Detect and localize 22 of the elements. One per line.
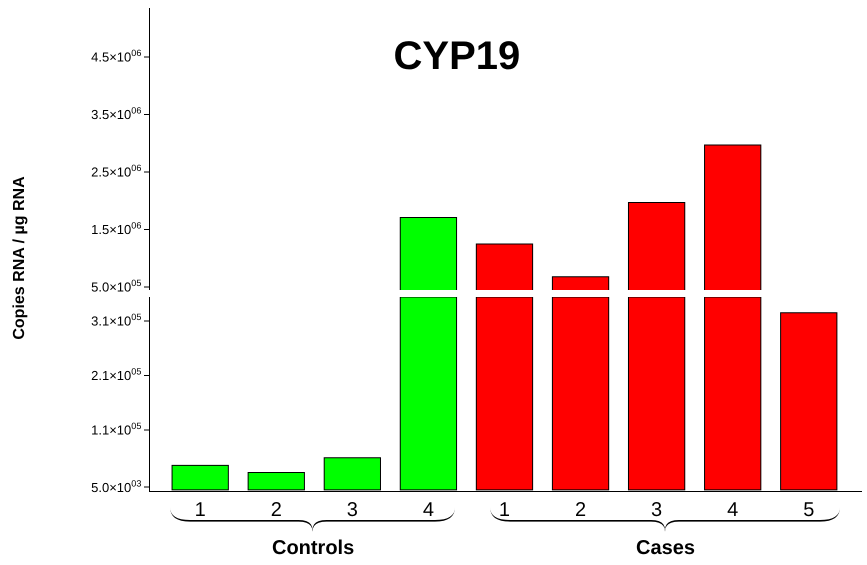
x-tick-label: 3 [346, 499, 358, 521]
y-tick-label: 4.5×10$^{06}$ [91, 48, 142, 64]
text: Controls [272, 537, 354, 559]
y-tick-label: 1.5×10$^{06}$ [91, 220, 142, 238]
x-tick-label: 1 [194, 499, 206, 521]
y-axis-title: Copies RNA / µg RNA [11, 176, 29, 340]
text: CYP19 [394, 34, 520, 78]
x-tick-label: 2 [270, 499, 282, 521]
y-tick-label: 1.1×10$^{05}$ [91, 421, 142, 438]
x-tick-label: 1 [498, 499, 510, 521]
x-tick-label: 4 [422, 499, 434, 521]
x-tick-label: 2 [574, 499, 586, 521]
x-tick-label: 5 [803, 499, 814, 521]
y-tick-label: 2.1×10$^{05}$ [91, 366, 142, 384]
y-tick-label: 3.5×10$^{06}$ [91, 106, 142, 122]
x-tick-label: 4 [727, 499, 738, 521]
y-tick-label: 3.1×10$^{05}$ [91, 312, 142, 329]
text: Cases [636, 537, 695, 559]
x-tick-label: 3 [651, 499, 662, 521]
y-tick-label: 5.0×10$^{03}$ [91, 478, 142, 495]
y-tick-label: 5.0×10$^{05}$ [91, 278, 142, 295]
y-tick-label: 2.5×10$^{06}$ [91, 163, 142, 180]
